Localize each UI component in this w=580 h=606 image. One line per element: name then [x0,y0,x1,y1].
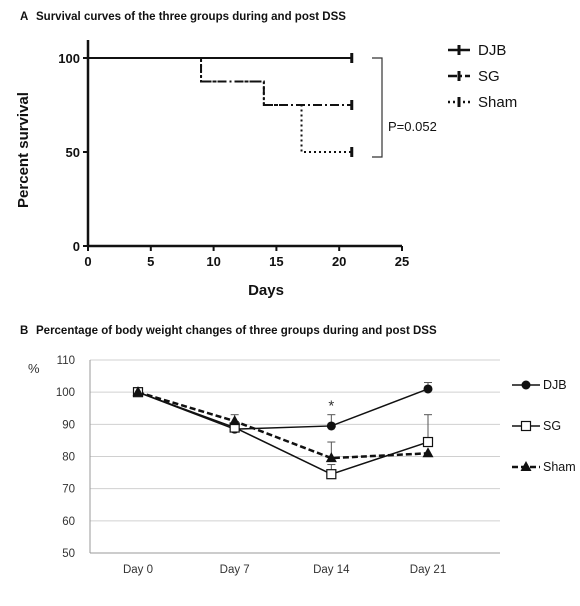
panel-b: B Percentage of body weight changes of t… [20,325,576,576]
data-point-djb [423,384,433,394]
panel-a-x-tick-label: 15 [269,254,283,269]
panel-b-y-label: % [28,361,40,376]
p-value-annotation: P=0.052 [388,119,437,134]
panel-b-y-tick-label: 50 [62,548,75,560]
data-point-sg [422,436,434,448]
data-point-sg [326,469,337,480]
panel-a-y-tick-label: 100 [58,51,80,66]
data-point-sham [132,386,144,397]
legend-label-djb: DJB [478,42,506,59]
weight-line-sg [137,391,429,475]
panel-b-y-tick-label: 110 [57,355,75,367]
legend-label-sg: SG [478,68,500,85]
panel-b-y-tick-label: 70 [62,484,75,496]
panel-b-y-tick-label: 100 [56,387,75,399]
data-point-djb [326,421,336,431]
significance-marker: * [328,398,334,415]
legend-marker-djb [521,380,531,390]
panel-b-x-tick-label: Day 14 [313,564,350,576]
panel-a-letter: A [20,11,28,23]
data-point-sham [422,447,434,458]
legend-label-sham: Sham [478,94,517,111]
panel-b-x-tick-label: Day 0 [123,564,153,576]
panel-a-x-tick-label: 20 [332,254,346,269]
data-point-sham [325,452,337,463]
weight-line-djb [137,388,429,430]
panel-a-y-tick-label: 50 [66,145,80,160]
legend-marker-sg [520,420,532,432]
survival-curve-sham [88,57,352,153]
panel-a-title: Survival curves of the three groups duri… [36,11,346,23]
p-value-bracket [372,57,383,158]
panel-a: A Survival curves of the three groups du… [15,11,517,299]
panel-a-x-tick-label: 10 [206,254,220,269]
panel-b-title: Percentage of body weight changes of thr… [36,325,437,337]
panel-a-x-label: Days [248,282,284,299]
data-point-sham [229,415,241,426]
panel-b-letter: B [20,325,28,337]
weight-line-sham [137,390,429,460]
legend-marker-sham [520,461,532,471]
panel-a-x-tick-label: 25 [395,254,409,269]
legend-label-djb: DJB [543,378,567,392]
panel-a-y-label: Percent survival [15,92,32,208]
legend-label-sham: Sham [543,460,576,474]
panel-a-x-tick-label: 5 [147,254,154,269]
panel-b-x-tick-label: Day 21 [410,564,446,576]
legend-label-sg: SG [543,419,561,433]
panel-b-x-tick-label: Day 7 [220,564,250,576]
panel-a-y-tick-label: 0 [73,239,80,254]
panel-b-y-tick-label: 60 [62,516,75,528]
panel-b-y-tick-label: 90 [62,419,75,431]
panel-a-x-tick-label: 0 [84,254,91,269]
panel-b-y-tick-label: 80 [62,452,75,464]
